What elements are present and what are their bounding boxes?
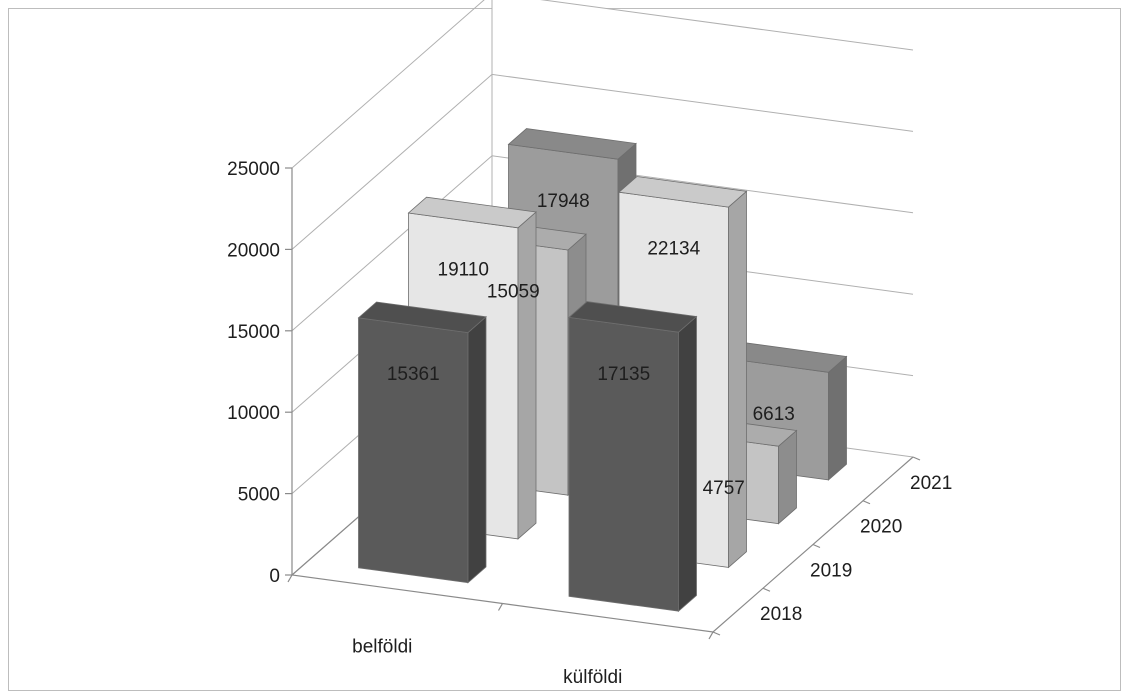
gridline <box>291 0 914 169</box>
data-label: 17948 <box>537 191 590 212</box>
bar <box>568 301 698 613</box>
data-label: 15361 <box>387 364 440 385</box>
bar <box>357 301 487 584</box>
y-tick-label: 15000 <box>227 322 280 343</box>
z-tick-mark <box>912 456 921 461</box>
x-tick-label: belföldi <box>352 636 412 657</box>
data-label: 15059 <box>487 282 540 303</box>
z-tick-mark <box>812 543 821 549</box>
x-tick-label: külföldi <box>563 667 622 688</box>
bar-side-face <box>778 429 797 525</box>
x-tick-mark <box>287 574 293 583</box>
bar-top-face <box>357 301 487 334</box>
z-tick-label: 2019 <box>810 560 852 581</box>
z-tick-mark <box>862 500 871 505</box>
bar-top-face <box>407 196 537 229</box>
bars <box>357 128 848 613</box>
y-tick-label: 5000 <box>238 485 280 506</box>
bar-top-face <box>618 176 748 208</box>
y-tick-label: 20000 <box>227 240 280 261</box>
bar-side-face <box>517 211 537 540</box>
z-tick-mark <box>762 587 771 592</box>
bar-top-face <box>507 128 637 160</box>
y-tick-label: 25000 <box>227 159 280 180</box>
bar-front-face <box>358 317 469 584</box>
bar-top-face <box>568 301 698 333</box>
z-tick-mark <box>712 631 721 636</box>
y-tick-label: 10000 <box>227 403 280 424</box>
x-tick-mark <box>708 631 714 640</box>
data-label: 4757 <box>703 478 745 499</box>
z-tick-label: 2021 <box>910 473 952 494</box>
bar-side-face <box>728 190 747 569</box>
data-label: 19110 <box>438 259 489 280</box>
y-tick-label: 0 <box>269 566 280 587</box>
z-tick-label: 2018 <box>760 604 802 625</box>
data-label: 6613 <box>753 404 795 425</box>
data-label: 22134 <box>647 239 700 260</box>
bar-front-face <box>568 316 679 612</box>
data-label: 17135 <box>597 364 650 385</box>
z-tick-label: 2020 <box>860 517 902 538</box>
bar-side-face <box>467 315 487 584</box>
labels: 0 5000 10000 15000 20000 25000 belföldi külföld… <box>227 159 952 688</box>
bar-side-face <box>678 315 697 613</box>
bar-side-face <box>828 355 847 481</box>
x-tick-mark <box>497 603 504 611</box>
